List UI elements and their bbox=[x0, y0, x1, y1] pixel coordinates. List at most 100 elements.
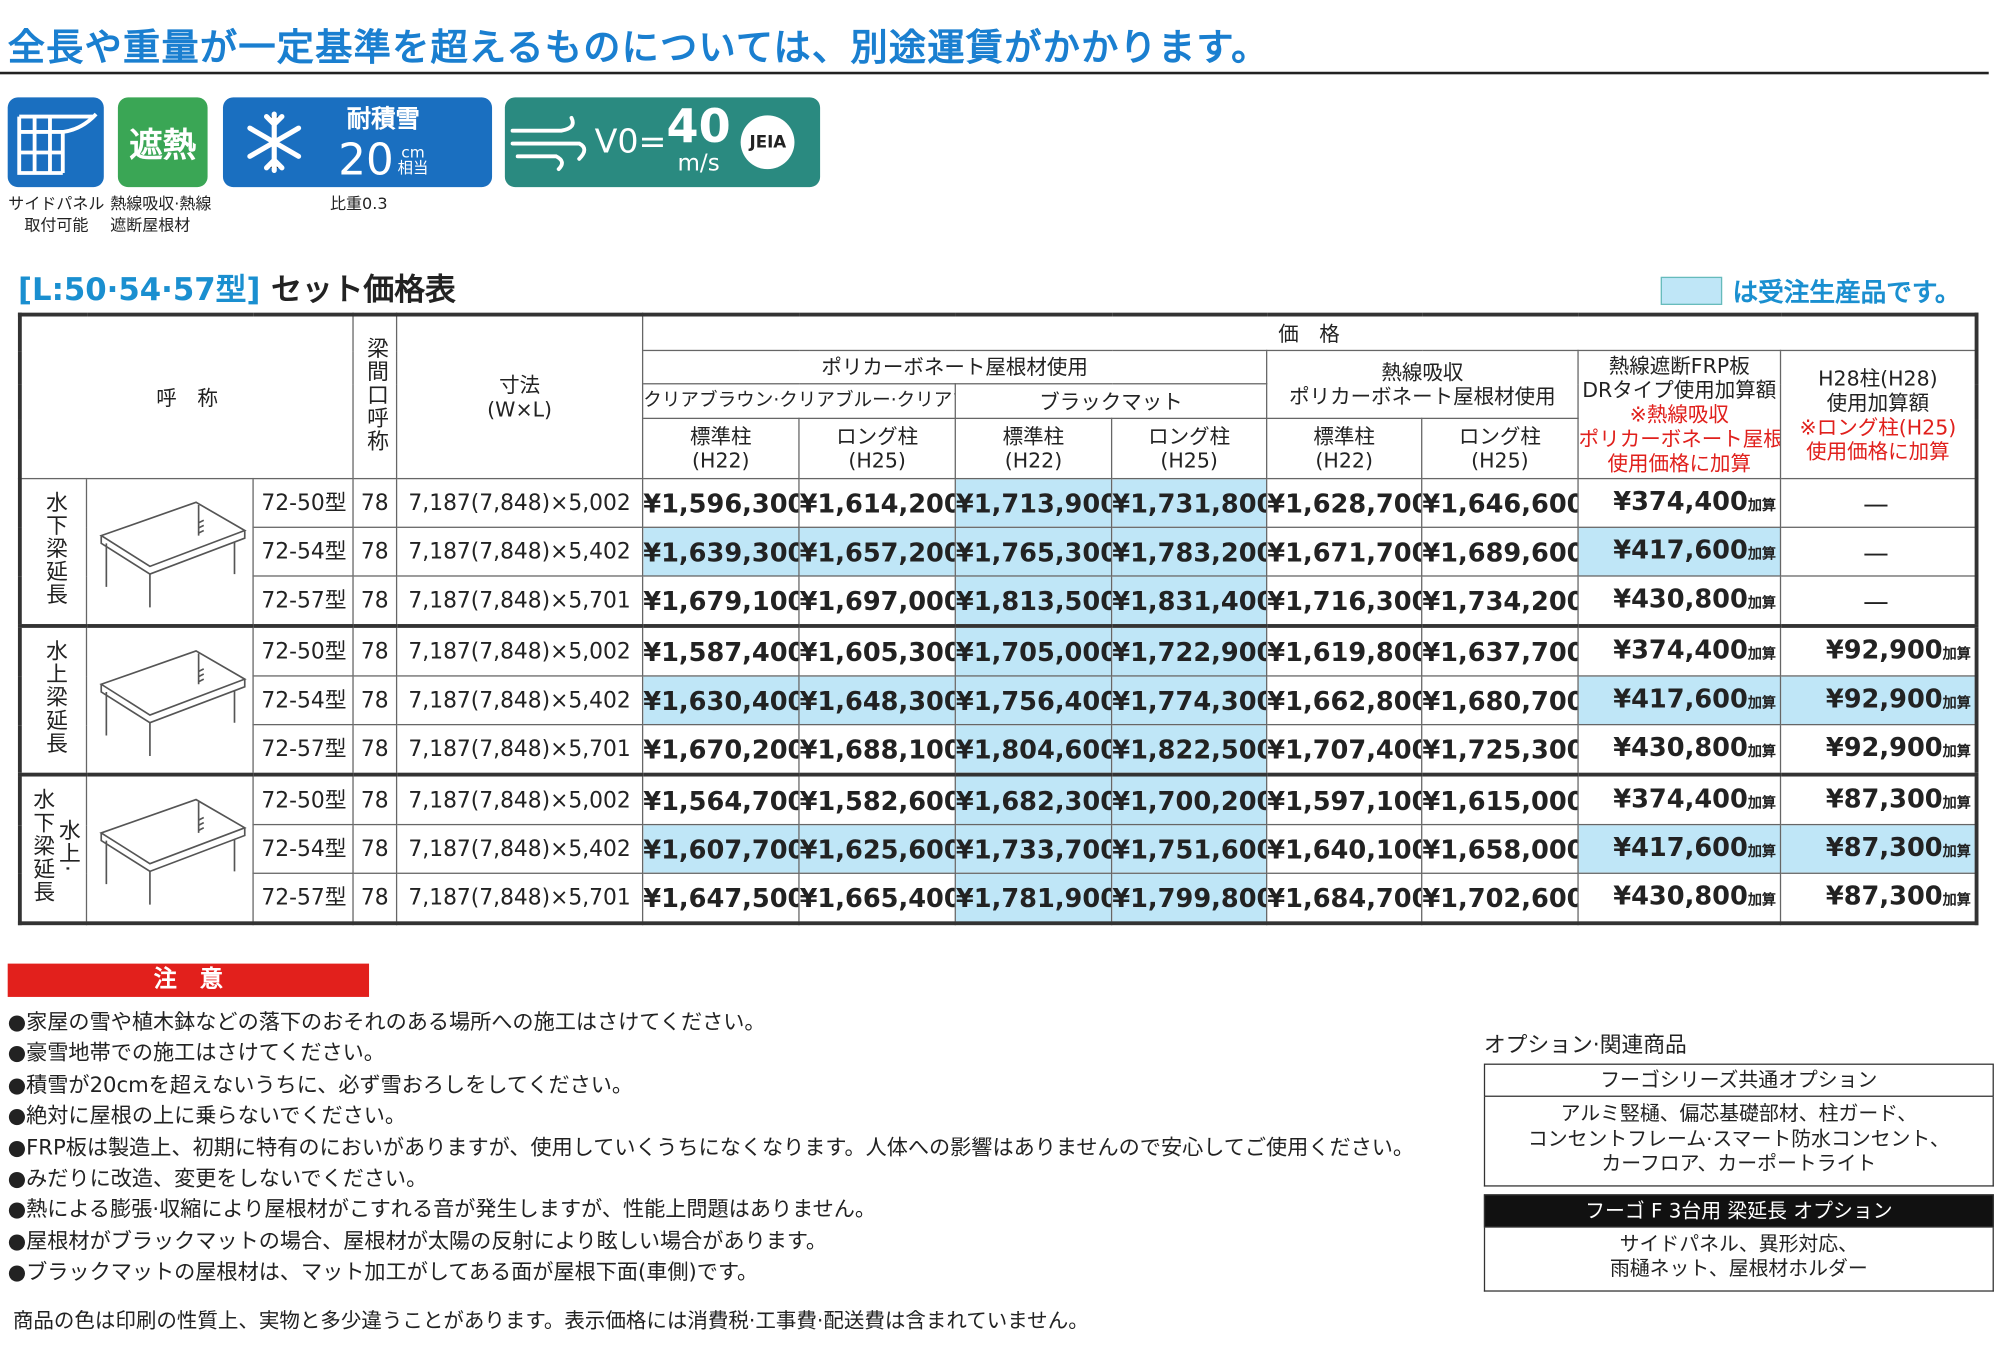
price: ¥1,680,700 bbox=[1421, 675, 1579, 726]
text: ¥92,900 bbox=[1825, 682, 1943, 714]
price: ¥1,647,500 bbox=[641, 872, 800, 924]
size: 7,187(7,848)×5,002 bbox=[395, 772, 644, 826]
price: ¥1,733,700 bbox=[954, 823, 1113, 874]
header-cell: ロング柱 (H25) bbox=[1421, 417, 1579, 480]
text: ロング柱 bbox=[836, 424, 919, 449]
text: ※ロング柱(H25) bbox=[1799, 414, 1957, 439]
price: ¥1,697,000 bbox=[798, 575, 956, 627]
price: ¥1,765,300 bbox=[954, 526, 1113, 577]
price: ¥1,781,900 bbox=[954, 872, 1113, 924]
text: コンセントフレーム·スマート防水コンセント、 bbox=[1527, 1126, 1950, 1151]
option-body: アルミ竪樋、偏芯基礎部材、柱ガード、 コンセントフレーム·スマート防水コンセント、… bbox=[1483, 1096, 1994, 1186]
frp-addon: ¥430,800加算 bbox=[1577, 723, 1782, 776]
carport-sketch bbox=[98, 501, 247, 608]
text: セット価格表 bbox=[271, 271, 456, 308]
note-item: ●積雪が20cmを超えないうちに、必ず雪おろしをしてください。 bbox=[7, 1072, 634, 1097]
text: 熱線吸収 bbox=[1381, 360, 1464, 385]
model: 72-50型 bbox=[252, 772, 354, 826]
table-row: 水上梁延長 72-50型 78 7,187(7,848)×5,002 ¥1,587,40… bbox=[19, 624, 1978, 776]
header-cell: クリアブラウン·クリアブルー·クリアマット bbox=[641, 383, 956, 420]
size: 7,187(7,848)×5,402 bbox=[395, 526, 644, 577]
text: 寸法 bbox=[499, 372, 541, 398]
h28-addon: ¥92,900加算 bbox=[1779, 624, 1978, 677]
span: 78 bbox=[352, 477, 398, 528]
wind-badge: V0= 40 m/s JEIA bbox=[504, 97, 821, 188]
price: ¥1,607,700 bbox=[641, 823, 800, 874]
model: 72-54型 bbox=[252, 526, 354, 577]
text: 梁間口呼称 bbox=[361, 337, 388, 453]
note-item: ●熱による膨張·収縮により屋根材がこすれる音が発生しますが、性能上問題はありませ… bbox=[7, 1197, 877, 1222]
badge-caption: 熱線吸収·熱線 遮断屋根材 bbox=[110, 192, 218, 236]
price-table: 呼 称梁間口呼称 寸法 (W×L) 価 格ポリカーボネート屋根材使用 熱線吸収 ポリカーボ… bbox=[17, 312, 1979, 926]
text: 使用加算額 bbox=[1826, 390, 1930, 415]
text: (H25) bbox=[848, 448, 906, 473]
text: 水上· bbox=[53, 818, 80, 873]
jeia-mark: JEIA bbox=[740, 115, 795, 170]
h28-addon: — bbox=[1779, 526, 1978, 577]
price: ¥1,615,000 bbox=[1421, 772, 1579, 826]
model: 72-57型 bbox=[252, 575, 354, 627]
price: ¥1,648,300 bbox=[798, 675, 956, 726]
price: ¥1,670,200 bbox=[641, 723, 800, 776]
price: ¥1,688,100 bbox=[798, 723, 956, 776]
text: (H22) bbox=[1004, 448, 1063, 473]
table-title: [L:50·54·57型] セット価格表 bbox=[18, 264, 456, 309]
option-heading: フーゴシリーズ共通オプション bbox=[1483, 1063, 1994, 1097]
suffix: 加算 bbox=[1942, 793, 1971, 811]
text: [L:50·54·57型] bbox=[17, 271, 261, 308]
price: ¥1,628,700 bbox=[1266, 477, 1423, 528]
suffix: 加算 bbox=[1942, 693, 1971, 711]
text: ¥87,300 bbox=[1825, 782, 1943, 814]
header-row: クリアブラウン·クリアブルー·クリアマットブラックマット bbox=[20, 383, 1977, 420]
text: ¥374,400 bbox=[1613, 485, 1748, 516]
h28-addon: — bbox=[1779, 477, 1978, 528]
price: ¥1,774,300 bbox=[1110, 675, 1268, 726]
suffix: 加算 bbox=[1942, 842, 1971, 860]
price: ¥1,700,200 bbox=[1110, 772, 1268, 826]
span: 78 bbox=[352, 823, 398, 874]
header-cell: ポリカーボネート屋根材使用 bbox=[641, 349, 1268, 385]
text: 標準柱 bbox=[1313, 424, 1375, 449]
price: ¥1,722,900 bbox=[1110, 624, 1268, 677]
size: 7,187(7,848)×5,002 bbox=[395, 624, 644, 677]
text: ¥430,800 bbox=[1613, 582, 1748, 614]
price: ¥1,630,400 bbox=[641, 675, 800, 726]
group-label: 水下梁延長 bbox=[19, 477, 88, 627]
text: 使用価格に加算 bbox=[1806, 438, 1950, 464]
text: 相当 bbox=[397, 158, 429, 177]
price: ¥1,689,600 bbox=[1421, 526, 1579, 577]
span: 78 bbox=[352, 575, 398, 627]
suffix: 加算 bbox=[1747, 645, 1777, 662]
frp-addon: ¥430,800加算 bbox=[1577, 872, 1782, 924]
group-label: 水上梁延長 bbox=[19, 624, 88, 776]
price: ¥1,783,200 bbox=[1110, 526, 1268, 577]
text: — bbox=[1863, 536, 1889, 568]
price: ¥1,822,500 bbox=[1110, 723, 1268, 776]
suffix: 加算 bbox=[1747, 842, 1777, 860]
text: ロング柱 bbox=[1148, 424, 1231, 449]
options-title: オプション·関連商品 bbox=[1483, 1032, 1687, 1059]
text: ¥92,900 bbox=[1825, 633, 1943, 665]
price: ¥1,731,800 bbox=[1110, 477, 1268, 528]
suffix: 加算 bbox=[1747, 742, 1777, 760]
text: ¥430,800 bbox=[1613, 731, 1748, 762]
price: ¥1,707,400 bbox=[1266, 723, 1423, 776]
text: — bbox=[1863, 487, 1889, 519]
price: ¥1,646,600 bbox=[1421, 477, 1579, 528]
text: は受注生産品です。 bbox=[1732, 276, 1961, 308]
price: ¥1,605,300 bbox=[798, 624, 956, 677]
header-cell: 標準柱 (H22) bbox=[641, 417, 800, 480]
note-item: ●ブラックマットの屋根材は、マット加工がしてある面が屋根下面(車側)です。 bbox=[7, 1259, 759, 1285]
suffix: 加算 bbox=[1747, 593, 1777, 611]
h28-addon: ¥92,900加算 bbox=[1779, 723, 1978, 776]
size: 7,187(7,848)×5,402 bbox=[395, 675, 644, 726]
h28-addon: ¥92,900加算 bbox=[1779, 675, 1978, 726]
size: 7,187(7,848)×5,701 bbox=[395, 872, 644, 924]
text: サイドパネル、異形対応、 bbox=[1619, 1232, 1859, 1256]
text: (H22) bbox=[1315, 448, 1373, 473]
text: 標準柱 bbox=[690, 424, 752, 449]
note-item: ●屋根材がブラックマットの場合、屋根材が太陽の反射により眩しい場合があります。 bbox=[7, 1228, 828, 1254]
note-item: ●FRP板は製造上、初期に特有のにおいがありますが、使用していくうちになくなりま… bbox=[7, 1134, 1415, 1160]
text: 40 bbox=[666, 101, 731, 154]
h28-addon: ¥87,300加算 bbox=[1779, 772, 1978, 826]
